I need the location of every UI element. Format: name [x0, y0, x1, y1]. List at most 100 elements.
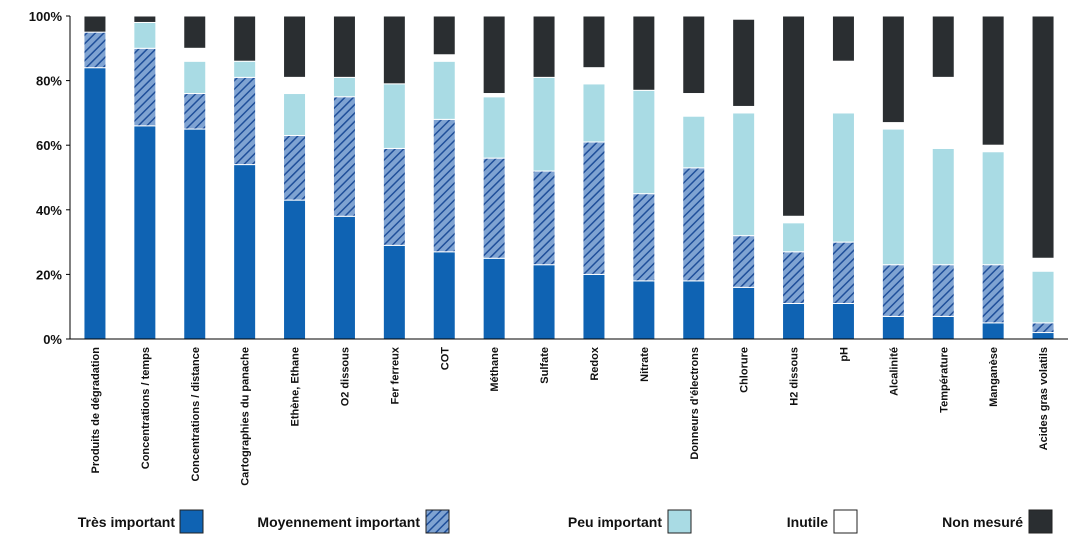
x-tick-label: Ethène, Ethane [290, 347, 302, 426]
bar-segment-5-5 [283, 15, 307, 78]
x-tick-label: Fer ferreux [389, 346, 401, 404]
legend-label-5: Non mesuré [942, 514, 1023, 530]
bar-segment-1-10 [532, 264, 556, 340]
x-tick-label: Méthane [489, 347, 501, 392]
bar-segment-1-20 [1031, 332, 1055, 340]
x-tick-label: COT [439, 347, 451, 371]
bar-segment-3-17 [881, 128, 905, 266]
legend-label-2: Moyennement important [257, 514, 420, 530]
bar-segment-3-3 [183, 60, 207, 95]
bar-segment-2-7 [382, 147, 406, 246]
x-tick-label: pH [838, 347, 850, 362]
y-tick-label: 0% [43, 332, 62, 347]
x-tick-label: Redox [589, 346, 601, 381]
bar-segment-1-8 [432, 251, 456, 340]
bar-segment-3-18 [931, 147, 955, 266]
bar-segment-1-17 [881, 315, 905, 340]
bar-segment-3-8 [432, 60, 456, 120]
bar-segment-3-14 [732, 112, 756, 237]
bar-segment-1-11 [582, 273, 606, 340]
bar-segment-2-20 [1031, 322, 1055, 334]
bar-segment-3-12 [632, 89, 656, 195]
bar-segment-5-3 [183, 15, 207, 49]
bar-segment-4-14 [732, 105, 756, 114]
legend-label-1: Très important [78, 514, 176, 530]
bar-segment-1-12 [632, 280, 656, 340]
bar-segment-3-19 [981, 151, 1005, 266]
bar-segment-5-8 [432, 15, 456, 56]
bar-segment-5-1 [83, 15, 107, 33]
bar-segment-1-14 [732, 286, 756, 340]
bar-segment-3-2 [133, 21, 157, 49]
bar-segment-2-11 [582, 141, 606, 275]
bar-segment-4-11 [582, 67, 606, 85]
legend-swatch-2 [425, 509, 450, 534]
bar-segment-2-14 [732, 235, 756, 288]
bar-segment-2-13 [682, 167, 706, 282]
bar-segment-2-17 [881, 264, 905, 317]
bar-segment-3-10 [532, 76, 556, 172]
bar-segment-2-1 [83, 31, 107, 69]
bar-segment-5-4 [233, 15, 257, 62]
bar-segment-4-3 [183, 47, 207, 62]
x-tick-label: Donneurs d'électrons [689, 347, 701, 460]
bar-segment-1-9 [482, 257, 506, 340]
bar-segment-1-3 [183, 128, 207, 340]
x-axis: Produits de dégradation Concentrations / … [70, 338, 1068, 486]
x-tick-label: Cartographies du panache [240, 347, 252, 486]
bar-segment-5-6 [332, 15, 356, 78]
bar-segment-5-9 [482, 15, 506, 95]
bar-segment-1-13 [682, 280, 706, 340]
bar-segment-1-7 [382, 244, 406, 340]
bar-segment-1-16 [831, 302, 855, 340]
bar-segment-1-5 [283, 199, 307, 340]
y-tick-label: 80% [36, 74, 62, 89]
bar-segment-3-7 [382, 83, 406, 149]
bar-segment-2-16 [831, 241, 855, 304]
x-tick-label: Concentrations / temps [140, 347, 152, 469]
x-tick-label: Nitrate [639, 347, 651, 382]
x-tick-label: O2 dissous [339, 347, 351, 406]
x-tick-label: Alcalinité [888, 347, 900, 396]
bar-segment-5-15 [782, 15, 806, 217]
bar-segment-3-16 [831, 112, 855, 243]
bar-segment-4-16 [831, 60, 855, 114]
bar-segment-2-12 [632, 193, 656, 282]
bar-segment-4-15 [782, 215, 806, 224]
bar-segment-5-18 [931, 15, 955, 78]
bar-segment-4-17 [881, 122, 905, 130]
legend-swatch-5 [1028, 509, 1053, 534]
bar-segment-1-19 [981, 322, 1005, 340]
y-axis: 0% 20% 40% 60% 80% 100% [29, 9, 71, 347]
bar-segment-3-9 [482, 96, 506, 159]
bar-segment-5-17 [881, 15, 905, 124]
bar-segment-5-16 [831, 15, 855, 62]
bar-segment-4-19 [981, 144, 1005, 153]
bar-segment-3-13 [682, 115, 706, 169]
bar-segment-1-6 [332, 215, 356, 340]
bar-segment-3-6 [332, 76, 356, 98]
bar-segment-2-10 [532, 170, 556, 266]
bars-group [83, 15, 1055, 340]
bar-segment-2-19 [981, 264, 1005, 324]
bar-segment-2-18 [931, 264, 955, 317]
bar-segment-4-20 [1031, 257, 1055, 272]
bar-segment-3-20 [1031, 270, 1055, 324]
bar-segment-3-11 [582, 83, 606, 143]
y-tick-label: 40% [36, 203, 62, 218]
bar-segment-2-4 [233, 76, 257, 166]
legend-label-4: Inutile [787, 514, 828, 530]
bar-segment-3-4 [233, 60, 257, 78]
bar-segment-4-5 [283, 76, 307, 95]
bar-segment-5-11 [582, 15, 606, 69]
legend-swatch-4 [833, 509, 858, 534]
y-tick-label: 100% [29, 9, 63, 24]
bar-segment-5-19 [981, 15, 1005, 146]
bar-segment-4-8 [432, 54, 456, 62]
bar-segment-2-15 [782, 251, 806, 304]
x-tick-label: Manganèse [988, 347, 1000, 407]
bar-segment-5-2 [133, 15, 157, 23]
bar-segment-2-8 [432, 118, 456, 253]
bar-segment-2-9 [482, 157, 506, 259]
bar-segment-2-5 [283, 135, 307, 201]
